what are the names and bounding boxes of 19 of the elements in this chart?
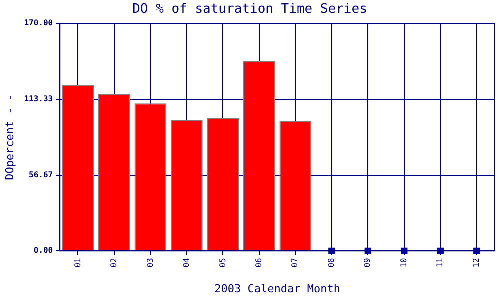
x-tick-label: 02 [110, 258, 119, 268]
x-tick-label: 09 [363, 258, 372, 268]
y-tick-label: 170.00 [24, 18, 54, 28]
x-tick-label: 01 [73, 258, 82, 268]
chart-title: DO % of saturation Time Series [132, 2, 368, 18]
y-axis-title: DOpercent - - [3, 94, 16, 180]
y-tick-label: 56.67 [29, 170, 54, 180]
x-tick-label: 06 [254, 258, 264, 268]
x-tick-label: 12 [472, 258, 481, 268]
x-tick-label: 04 [182, 258, 192, 268]
y-tick-label: 0.00 [34, 246, 54, 256]
x-tick-label: 11 [436, 258, 445, 268]
x-axis-title: 2003 Calendar Month [214, 282, 340, 296]
y-tick-label: 113.33 [24, 94, 54, 104]
x-tick-label: 03 [146, 258, 155, 268]
x-tick-label: 07 [290, 258, 300, 268]
x-tick-label: 05 [218, 258, 228, 268]
x-tick-label: 08 [326, 258, 336, 268]
x-tick-label: 10 [399, 258, 408, 268]
